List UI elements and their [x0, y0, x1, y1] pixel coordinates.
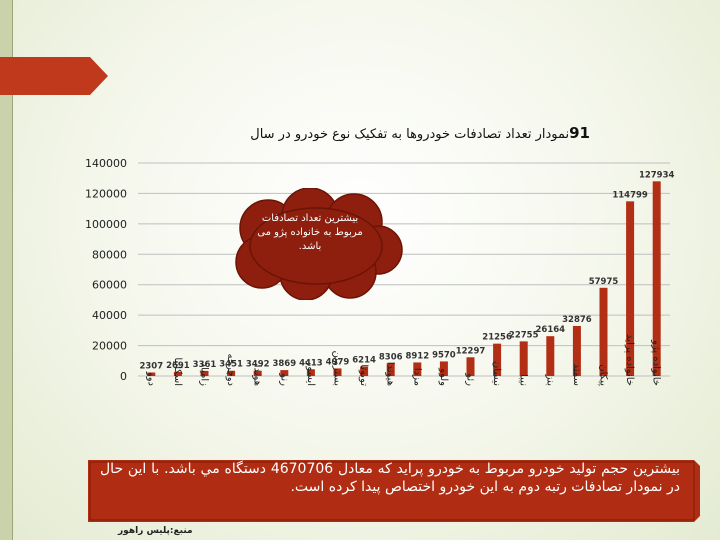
data-label: 114799	[612, 190, 648, 200]
data-label: 2691	[166, 361, 190, 371]
chart-title-text: نمودار تعداد تصادفات خودروها به تفکیک نو…	[250, 127, 570, 142]
data-label: 9570	[432, 350, 456, 360]
data-label: 26164	[536, 325, 566, 335]
x-tick-label: تویوتا	[358, 364, 369, 386]
x-tick-label: هیوندا	[385, 362, 396, 386]
callout-text: بیشترین تعداد تصادفات مربوط به خانواده پ…	[257, 213, 363, 252]
bar	[200, 370, 209, 376]
data-label: 4413	[299, 358, 323, 368]
x-tick-label: مزدا	[411, 368, 422, 386]
y-tick-label: 140000	[85, 157, 127, 170]
data-label: 3451	[219, 360, 243, 370]
callout-cloud	[235, 188, 403, 300]
bar	[546, 336, 555, 376]
left-decor-line	[12, 0, 13, 540]
data-label: 127934	[639, 170, 675, 180]
note-banner	[88, 460, 700, 522]
chart-title: 91نمودار تعداد تصادفات خودروها به تفکیک …	[150, 124, 590, 142]
bar	[306, 369, 315, 376]
data-label: 4979	[326, 357, 350, 367]
x-tick-label: خانواده پراید	[624, 334, 635, 386]
x-tick-label: دوچرخه	[225, 353, 236, 386]
bar	[227, 370, 236, 376]
bar	[413, 362, 422, 376]
bar	[280, 370, 289, 376]
left-decor-strip	[0, 0, 12, 540]
x-tick-label: خانواده پژو	[651, 339, 662, 386]
note-text: بیشترین حجم تولید خودرو مربوط به خودرو پ…	[100, 461, 680, 495]
y-tick-label: 0	[120, 370, 127, 383]
x-tick-label: نیسان	[491, 361, 502, 386]
bar	[360, 366, 369, 376]
data-label: 12297	[456, 346, 486, 356]
bar	[652, 181, 661, 376]
data-label: 3869	[272, 359, 296, 369]
data-label: 3361	[193, 360, 217, 370]
x-tick-label: بنز	[544, 374, 555, 386]
bar	[173, 371, 182, 376]
x-tick-label: پیکان	[598, 364, 609, 386]
x-tick-label: زامیاد	[199, 363, 210, 387]
bar	[493, 343, 502, 376]
bar	[333, 368, 342, 376]
x-tick-label: ایسوز	[305, 361, 316, 386]
data-label: 2307	[139, 361, 163, 371]
data-label: 57975	[589, 277, 619, 287]
bar	[572, 325, 581, 376]
data-label: 32876	[562, 315, 592, 325]
data-label: 3492	[246, 360, 270, 370]
bar	[439, 361, 448, 376]
x-tick-label: دوو	[145, 371, 156, 386]
x-tick-label: ولوو	[438, 367, 449, 386]
bar	[599, 287, 608, 376]
x-tick-label: هوندا	[252, 365, 263, 386]
bar	[626, 201, 635, 376]
data-label: 6214	[352, 356, 376, 366]
arrow-banner	[0, 57, 108, 95]
y-tick-label: 100000	[85, 218, 127, 231]
bar	[253, 370, 262, 376]
x-tick-label: بسترونن	[332, 351, 343, 386]
source-caption: منبع:پلیس راهور	[118, 526, 193, 536]
x-tick-label: اسکانیا	[172, 357, 183, 386]
y-tick-label: 60000	[92, 279, 127, 292]
x-tick-label: سمند	[571, 364, 582, 386]
x-tick-label: رنو	[278, 372, 289, 386]
data-label: 8306	[379, 352, 403, 362]
data-label: 8912	[405, 351, 429, 361]
y-tick-label: 80000	[92, 248, 127, 261]
bar	[386, 363, 395, 376]
y-tick-label: 120000	[85, 187, 127, 200]
x-tick-label: رئو	[465, 372, 476, 386]
data-label: 22755	[509, 330, 539, 340]
y-tick-label: 40000	[92, 309, 127, 322]
bar	[466, 357, 475, 376]
x-tick-label: نیبا	[518, 374, 529, 386]
chart-title-number: 91	[569, 124, 590, 142]
y-tick-label: 20000	[92, 340, 127, 353]
bar	[147, 372, 156, 376]
data-label: 21256	[482, 333, 512, 343]
bar	[519, 341, 528, 376]
